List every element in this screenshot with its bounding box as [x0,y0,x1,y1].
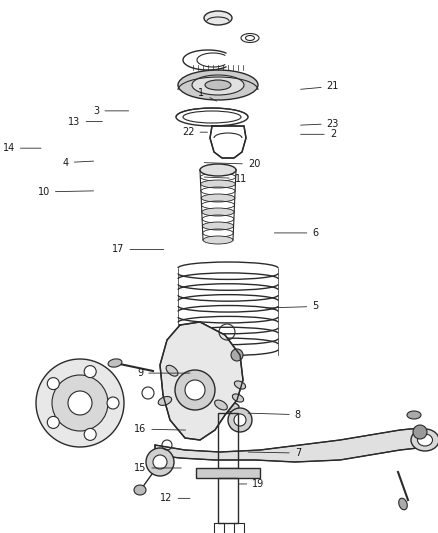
Circle shape [84,429,96,440]
Text: 6: 6 [274,228,318,238]
Ellipse shape [192,75,244,95]
Bar [218,413,238,468]
Text: 14: 14 [3,143,41,153]
Text: 10: 10 [38,187,94,197]
Ellipse shape [417,434,432,446]
Ellipse shape [202,222,233,230]
Circle shape [146,448,174,476]
Text: 16: 16 [134,424,186,434]
Text: 13: 13 [68,117,102,126]
Ellipse shape [108,359,122,367]
Text: 5: 5 [265,302,318,311]
Ellipse shape [205,80,231,90]
Ellipse shape [202,208,234,216]
Circle shape [36,359,124,447]
Circle shape [84,366,96,377]
Ellipse shape [411,429,438,451]
Text: 22: 22 [182,127,208,137]
Ellipse shape [200,164,236,176]
Polygon shape [155,428,430,462]
Ellipse shape [134,485,146,495]
Text: 9: 9 [137,368,190,378]
Ellipse shape [178,70,258,100]
Ellipse shape [201,194,235,202]
Ellipse shape [158,397,172,406]
Ellipse shape [200,166,236,174]
Ellipse shape [166,365,178,376]
Circle shape [47,416,59,429]
Ellipse shape [233,394,244,402]
Bar [196,468,260,478]
Circle shape [153,455,167,469]
Ellipse shape [234,381,246,389]
Text: 7: 7 [248,448,301,458]
Circle shape [228,408,252,432]
Text: 15: 15 [134,463,181,473]
Text: 17: 17 [112,245,164,254]
Text: 23: 23 [300,119,339,128]
Bar [214,523,224,533]
Text: 3: 3 [93,106,129,116]
Circle shape [68,391,92,415]
Ellipse shape [407,411,421,419]
Polygon shape [160,322,243,440]
Circle shape [47,377,59,390]
Circle shape [175,370,215,410]
Text: 19: 19 [239,479,265,489]
Bar [234,523,244,533]
Circle shape [185,380,205,400]
Bar [218,478,238,523]
Circle shape [234,414,246,426]
Ellipse shape [399,498,407,510]
Circle shape [413,425,427,439]
Ellipse shape [201,180,235,188]
Circle shape [107,397,119,409]
Text: 20: 20 [204,159,260,169]
Text: 4: 4 [63,158,94,167]
Ellipse shape [204,11,232,25]
Ellipse shape [217,402,239,412]
Text: 11: 11 [204,174,247,183]
Text: 12: 12 [160,494,190,503]
Ellipse shape [215,400,227,410]
Text: 2: 2 [300,130,336,139]
Circle shape [52,375,108,431]
Circle shape [231,349,243,361]
Text: 1: 1 [198,88,216,101]
Ellipse shape [203,236,233,244]
Text: 8: 8 [248,410,301,419]
Text: 21: 21 [300,82,339,91]
